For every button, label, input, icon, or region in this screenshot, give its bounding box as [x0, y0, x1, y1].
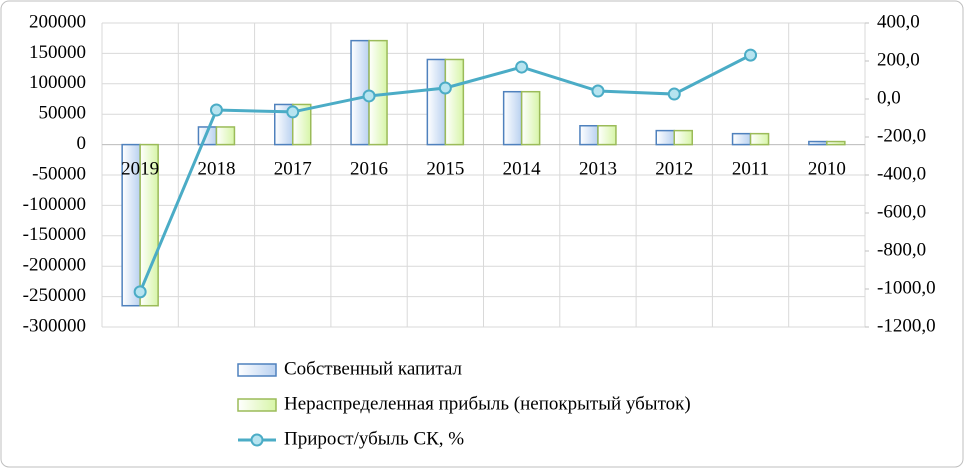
bar: [655, 129, 675, 146]
y-tick-label: 100000: [29, 72, 86, 93]
y-tick-label: -50000: [32, 163, 86, 184]
bar: [215, 126, 236, 146]
y2-tick-label: 200,0: [877, 49, 920, 70]
legend-swatch: [237, 363, 277, 377]
legend-swatch: [237, 398, 277, 412]
bar: [673, 129, 693, 146]
y-tick-label: -300000: [23, 315, 86, 336]
y-tick-label: 150000: [29, 42, 86, 63]
x-tick-label: 2013: [579, 158, 617, 179]
y2-tick-label: -800,0: [877, 239, 926, 260]
line-marker: [591, 84, 605, 98]
x-tick-label: 2017: [274, 158, 312, 179]
bar: [597, 125, 617, 146]
y-tick-label: -200000: [23, 255, 86, 276]
bar: [139, 143, 159, 307]
line-marker: [667, 87, 681, 101]
y2-tick-label: -400,0: [877, 163, 926, 184]
line-marker: [438, 81, 452, 95]
legend-marker: [250, 433, 264, 447]
line-marker: [286, 105, 300, 119]
x-tick-label: 2019: [121, 158, 159, 179]
y-tick-label: 0: [77, 133, 87, 154]
y-tick-label: -100000: [23, 194, 86, 215]
x-tick-label: 2018: [197, 158, 235, 179]
bar: [826, 140, 846, 146]
bar: [502, 90, 523, 146]
line-marker: [744, 48, 758, 62]
bar: [808, 140, 828, 146]
bar: [426, 58, 447, 146]
line-marker: [209, 103, 223, 117]
y-tick-label: 50000: [39, 103, 87, 124]
y2-tick-label: -600,0: [877, 201, 926, 222]
bar: [520, 90, 541, 146]
y-tick-label: -150000: [23, 224, 86, 245]
bar: [579, 125, 599, 146]
y2-tick-label: -1000,0: [877, 277, 936, 298]
bar: [444, 58, 465, 146]
legend-label: Прирост/убыль СК, %: [284, 428, 464, 449]
x-tick-label: 2010: [808, 158, 846, 179]
legend-label: Нераспределенная прибыль (непокрытый убы…: [284, 393, 691, 414]
y-tick-label: -250000: [23, 285, 86, 306]
line-marker: [515, 60, 529, 74]
y2-tick-label: 400,0: [877, 11, 920, 32]
bar: [749, 132, 770, 146]
bar: [731, 132, 752, 146]
line-marker: [362, 89, 376, 103]
x-tick-label: 2014: [503, 158, 542, 179]
y2-tick-label: -200,0: [877, 125, 926, 146]
y-tick-label: 200000: [29, 11, 86, 32]
legend-label: Собственный капитал: [284, 358, 462, 379]
x-tick-label: 2011: [732, 158, 769, 179]
y2-tick-label: -1200,0: [877, 315, 936, 336]
line-marker: [133, 285, 147, 299]
x-tick-label: 2012: [655, 158, 693, 179]
x-tick-label: 2015: [426, 158, 464, 179]
x-tick-label: 2016: [350, 158, 388, 179]
y2-tick-label: 0,0: [877, 87, 901, 108]
